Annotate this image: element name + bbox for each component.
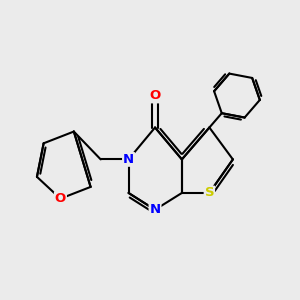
Text: N: N	[123, 153, 134, 166]
Text: S: S	[205, 186, 214, 200]
Text: N: N	[149, 203, 161, 216]
Text: O: O	[149, 89, 161, 103]
Text: O: O	[55, 192, 66, 205]
